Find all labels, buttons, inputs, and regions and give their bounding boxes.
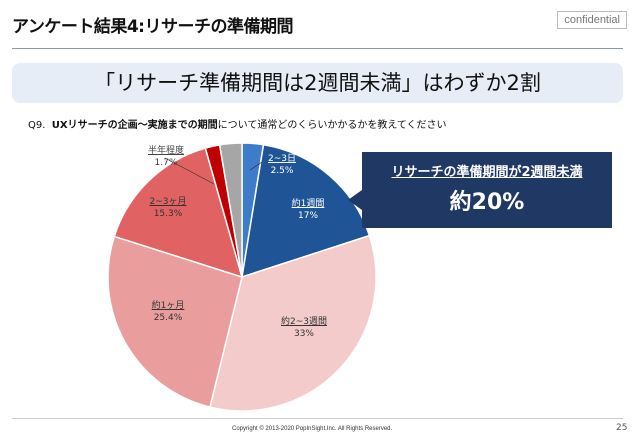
question-rest: について通常どのくらいかかるかを教えてください	[217, 120, 447, 131]
leader-line-half-year	[164, 157, 215, 185]
leader-line-2-3-days	[249, 161, 263, 171]
pie-slice-6	[218, 142, 243, 278]
callout-line1: リサーチの準備期間が2週間未満	[391, 165, 583, 180]
page-title: アンケート結果4:リサーチの準備期間	[12, 17, 293, 37]
confidential-badge: confidential	[557, 11, 627, 29]
slice-label-2-3-months: 2~3ヶ月 15.3%	[149, 197, 187, 219]
page-number: 25	[616, 423, 628, 433]
pie-slice-2	[209, 234, 377, 412]
slice-label-half-year: 半年程度 1.7%	[147, 146, 185, 168]
pie-slice-4	[113, 147, 244, 279]
question-number: Q9.	[28, 120, 46, 131]
footer-divider	[12, 418, 623, 419]
question-text: Q9. UXリサーチの企画〜実施までの期間について通常どのくらいかかるかを教えて…	[28, 116, 447, 131]
slice-label-1-month: 約1ヶ月 25.4%	[151, 301, 185, 323]
slice-label-1-week: 約1週間 17%	[291, 199, 325, 221]
callout-box: リサーチの準備期間が2週間未満 約20%	[362, 152, 612, 228]
callout-pointer	[348, 190, 362, 210]
slice-label-2-3-days: 2~3日 2.5%	[268, 154, 296, 176]
slice-label-2-3-weeks: 約2~3週間 33%	[281, 317, 327, 339]
callout-line2: 約20%	[449, 190, 525, 215]
copyright: Copyright © 2013-2020 PopInSight.Inc. Al…	[232, 426, 393, 432]
question-bold: UXリサーチの企画〜実施までの期間	[51, 120, 218, 131]
pie-slice-3	[107, 235, 243, 409]
header-divider	[12, 48, 623, 49]
headline-banner: 「リサーチ準備期間は2週間未満」はわずか2割	[12, 63, 623, 103]
